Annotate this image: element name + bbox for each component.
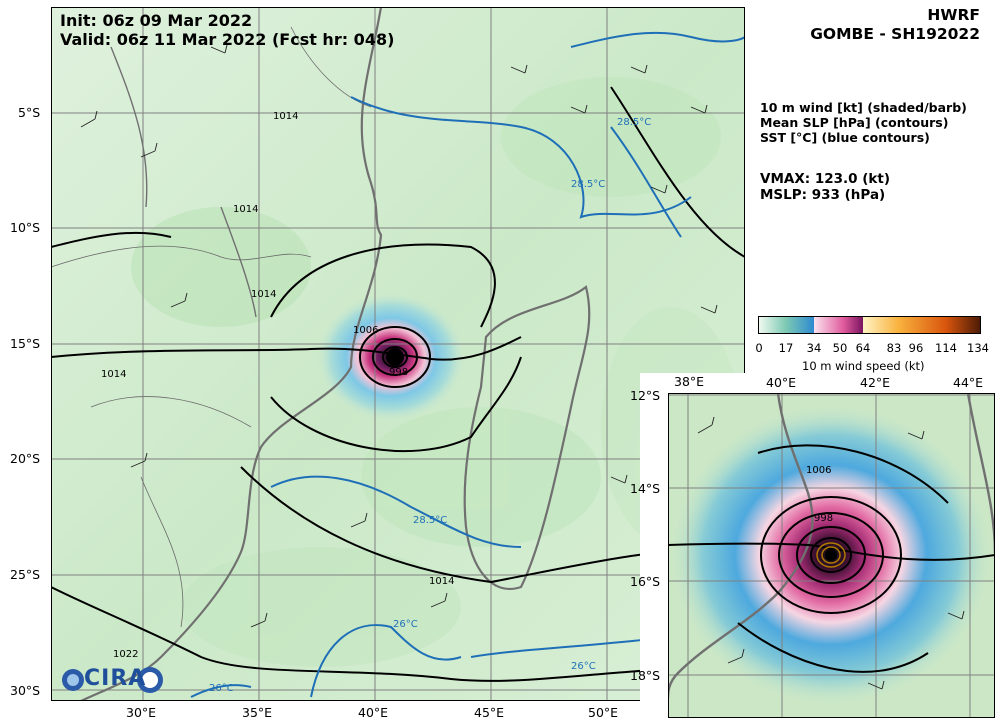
slp-label: 1014 (429, 576, 454, 587)
inset-lat-tick: 16°S (630, 574, 661, 589)
cira-logo-graphic (62, 667, 163, 693)
inset-lon-tick: 42°E (860, 375, 891, 390)
sst-label: 28.5°C (571, 179, 605, 190)
cyclone-eye (386, 348, 404, 366)
storm-title-block: HWRF GOMBE - SH192022 (810, 6, 980, 44)
inset-inner-contours (816, 542, 846, 568)
inset-map: 1006 998 (668, 393, 995, 718)
colorbar-label: 10 m wind speed (kt) (802, 359, 925, 373)
lat-tick: 30°S (10, 683, 41, 698)
slp-label: 998 (389, 367, 408, 378)
colorbar-tick: 64 (855, 341, 871, 355)
coastlines (80, 7, 591, 701)
slp-label: 1006 (353, 325, 378, 336)
wind-colorbar (758, 316, 981, 334)
lon-tick: 30°E (126, 705, 157, 720)
inset-lon-tick: 44°E (953, 375, 984, 390)
cira-logo-text: CIRA (84, 666, 147, 691)
main-map-grid (51, 7, 745, 701)
colorbar-segment-high (863, 316, 981, 334)
valid-time: Valid: 06z 11 Mar 2022 (Fcst hr: 048) (60, 30, 395, 49)
colorbar-tick: 114 (935, 341, 957, 355)
field-legend: 10 m wind [kt] (shaded/barb) Mean SLP [h… (760, 100, 967, 145)
model-name: HWRF (927, 6, 980, 24)
forecast-time-block: Init: 06z 09 Mar 2022 Valid: 06z 11 Mar … (60, 11, 394, 49)
inset-lat-tick: 14°S (630, 481, 661, 496)
colorbar-tick: 50 (832, 341, 848, 355)
inset-lon-tick: 40°E (766, 375, 797, 390)
slp-label: 1022 (113, 649, 138, 660)
legend-sst: SST [°C] (blue contours) (760, 130, 930, 145)
slp-label: 1014 (251, 289, 276, 300)
sst-label: 28.5°C (413, 515, 447, 526)
lat-tick: 5°S (18, 105, 41, 120)
vmax-value: VMAX: 123.0 (kt) (760, 171, 891, 187)
sst-label: 26°C (209, 683, 234, 694)
slp-label: 1014 (101, 369, 126, 380)
storm-name: GOMBE - SH192022 (810, 25, 980, 43)
colorbar-tick: 96 (908, 341, 924, 355)
colorbar-frame (758, 316, 981, 334)
slp-label: 1014 (233, 204, 258, 215)
wind-barbs (80, 44, 718, 628)
lat-tick: 10°S (10, 220, 41, 235)
legend-wind: 10 m wind [kt] (shaded/barb) (760, 100, 967, 115)
cira-logo: CIRA (60, 664, 170, 696)
legend-slp: Mean SLP [hPa] (contours) (760, 115, 949, 130)
colorbar-tick: 17 (778, 341, 794, 355)
lat-tick: 15°S (10, 336, 41, 351)
inset-wind-barbs (697, 416, 965, 690)
inset-contour-labels: 1006 998 (806, 465, 833, 524)
inset-lat-tick: 18°S (630, 668, 661, 683)
inset-lat-tick: 12°S (630, 388, 661, 403)
colorbar-tick: 34 (806, 341, 822, 355)
colorbar-segment-low (758, 316, 814, 334)
sst-label: 26°C (571, 661, 596, 672)
lon-tick: 40°E (358, 705, 389, 720)
storm-stats: VMAX: 123.0 (kt) MSLP: 933 (hPa) (760, 171, 890, 203)
lon-tick: 45°E (474, 705, 505, 720)
inset-frame (668, 393, 995, 718)
lon-tick: 35°E (242, 705, 273, 720)
colorbar-segment-mid (814, 316, 863, 334)
sst-label: 28.5°C (617, 117, 651, 128)
inset-lon-tick: 38°E (674, 374, 705, 389)
lat-tick: 20°S (10, 451, 41, 466)
mslp-value: MSLP: 933 (hPa) (760, 187, 886, 203)
lon-tick: 50°E (588, 705, 619, 720)
inset-slp-label: 1006 (806, 465, 831, 476)
lat-tick: 25°S (10, 567, 41, 582)
init-time: Init: 06z 09 Mar 2022 (60, 11, 253, 30)
colorbar-tick: 134 (967, 341, 989, 355)
inset-slp-label: 998 (814, 513, 833, 524)
inset-slp-contours (668, 444, 995, 673)
sst-label: 26°C (393, 619, 418, 630)
borders (51, 26, 372, 628)
slp-label: 1014 (273, 111, 298, 122)
colorbar-tick: 0 (755, 341, 763, 355)
inset-cyclone-eye (825, 549, 837, 561)
main-map-frame (51, 7, 745, 701)
colorbar-tick: 83 (886, 341, 902, 355)
contour-labels: 1014 1014 1014 1014 1006 998 1014 1022 2… (101, 111, 651, 694)
